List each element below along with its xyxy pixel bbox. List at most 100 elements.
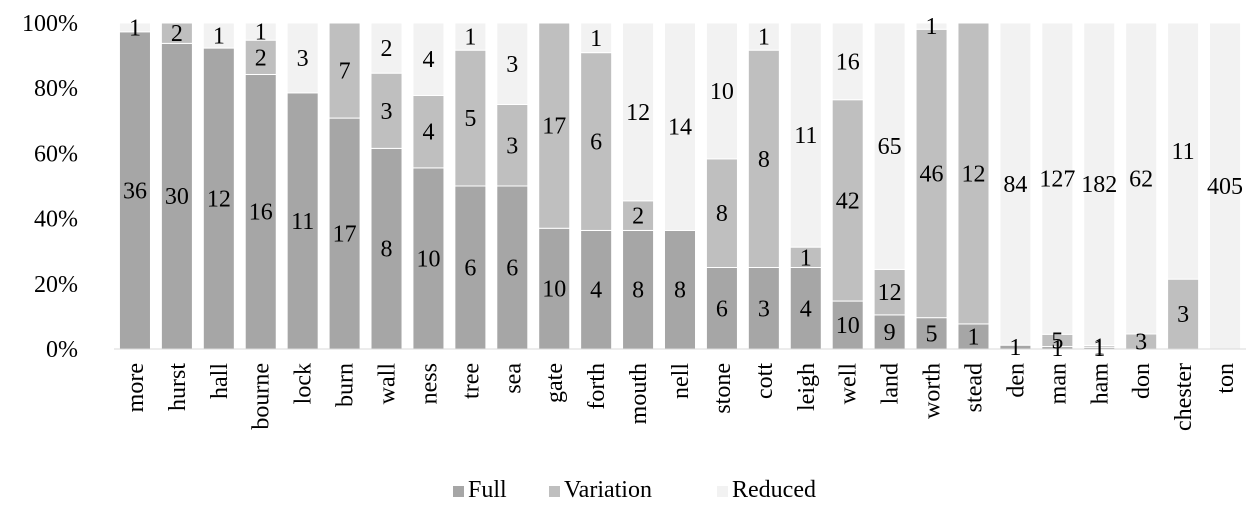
bar-segment-reduced-tree — [454, 22, 487, 51]
bar-segment-reduced-nell — [663, 22, 697, 231]
data-label-reduced-bourne: 1 — [255, 20, 267, 46]
data-label-reduced-sea: 3 — [506, 52, 518, 78]
data-label-variation-hurst: 2 — [171, 21, 183, 47]
bar-segment-full-more — [118, 31, 151, 350]
x-tick-label-cott: cott — [752, 363, 778, 399]
data-label-reduced-mouth: 12 — [626, 100, 650, 126]
data-label-reduced-lock: 3 — [297, 46, 309, 72]
bar-segment-reduced-ness — [412, 22, 445, 96]
data-label-variation-man: 5 — [1051, 328, 1063, 354]
bar-segment-variation-mouth — [622, 200, 655, 231]
data-label-reduced-ton: 405 — [1207, 174, 1243, 200]
data-label-full-lock: 11 — [291, 209, 314, 235]
data-label-full-wall: 8 — [381, 237, 393, 263]
data-label-variation-sea: 3 — [506, 133, 518, 159]
bar-segment-reduced-cott — [747, 22, 780, 51]
bar-segment-variation-forth — [580, 52, 613, 231]
data-label-full-stone: 6 — [716, 296, 728, 322]
bar-segment-full-tree — [454, 185, 487, 350]
bar-segment-full-well — [831, 300, 864, 350]
data-label-variation-cott: 8 — [758, 147, 770, 173]
bar-segment-reduced-stone — [705, 22, 738, 160]
data-label-variation-well: 42 — [836, 188, 860, 214]
data-label-reduced-man: 127 — [1039, 167, 1075, 193]
x-axis: more hurst hall bourne lock burn wall ness tree s… — [123, 363, 1239, 431]
data-label-full-leigh: 4 — [800, 296, 812, 322]
bars — [118, 22, 1242, 350]
data-label-full-nell: 8 — [674, 278, 686, 304]
data-label-reduced-worth: 1 — [926, 14, 938, 40]
bar-segment-reduced-ton — [1209, 22, 1242, 350]
data-label-full-cott: 3 — [758, 296, 770, 322]
y-tick-label: 80% — [34, 76, 78, 102]
bar-segment-full-mouth — [622, 229, 655, 350]
y-tick-label: 60% — [34, 141, 78, 167]
data-label-reduced-well: 16 — [836, 49, 860, 75]
x-tick-label-chester: chester — [1171, 363, 1197, 431]
x-tick-label-ton: ton — [1213, 363, 1239, 394]
bar-segment-reduced-chester — [1167, 22, 1200, 280]
bar-segment-full-stone — [705, 267, 738, 350]
x-tick-label-more: more — [123, 363, 149, 412]
bar-segment-reduced-worth — [915, 22, 948, 30]
data-label-full-mouth: 8 — [632, 278, 644, 304]
data-label-full-worth: 5 — [926, 321, 938, 347]
bar-segment-full-land — [873, 314, 906, 350]
data-label-variation-forth: 6 — [590, 130, 602, 156]
x-tick-label-bourne: bourne — [249, 363, 275, 430]
bar-segment-variation-burn — [328, 22, 361, 119]
y-tick-label: 100% — [22, 11, 78, 37]
x-tick-label-worth: worth — [920, 363, 946, 419]
data-label-full-land: 9 — [884, 320, 896, 346]
data-label-variation-burn: 7 — [339, 59, 351, 85]
data-label-variation-worth: 46 — [920, 161, 944, 187]
x-tick-label-burn: burn — [333, 363, 359, 407]
x-tick-label-stead: stead — [961, 363, 987, 412]
bar-segment-reduced-mouth — [622, 22, 655, 202]
data-label-variation-chester: 3 — [1177, 302, 1189, 328]
legend-label-variation: Variation — [564, 477, 652, 503]
data-label-full-bourne: 16 — [249, 200, 273, 226]
data-label-full-man: 1 — [1051, 336, 1063, 362]
bar-segment-variation-wall — [370, 72, 403, 149]
data-label-variation-mouth: 2 — [632, 204, 644, 230]
data-label-full-well: 10 — [836, 313, 860, 339]
bar-segment-full-gate — [538, 227, 571, 350]
x-tick-label-lock: lock — [291, 363, 317, 404]
x-tick-label-tree: tree — [458, 363, 484, 399]
x-tick-label-hurst: hurst — [165, 363, 191, 411]
data-label-full-more: 36 — [123, 178, 147, 204]
data-label-variation-don: 3 — [1135, 329, 1147, 355]
legend-label-reduced: Reduced — [732, 477, 816, 503]
bar-segment-reduced-well — [831, 22, 864, 101]
data-label-variation-wall: 3 — [381, 99, 393, 125]
data-label-variation-leigh: 1 — [800, 245, 812, 271]
bar-segment-full-wall — [370, 147, 403, 350]
data-label-full-tree: 6 — [464, 256, 476, 282]
bar-segment-reduced-forth — [580, 22, 613, 54]
bar-segment-reduced-don — [1125, 22, 1158, 335]
data-label-reduced-land: 65 — [878, 134, 902, 160]
x-tick-label-stone: stone — [710, 363, 736, 414]
bar-segment-reduced-leigh — [789, 22, 822, 248]
bar-segment-reduced-den — [999, 22, 1032, 346]
legend: Full Variation Reduced — [453, 477, 816, 503]
x-tick-label-hall: hall — [207, 363, 233, 399]
bar-segment-reduced-more — [118, 22, 151, 33]
data-label-variation-ham: 1 — [1093, 334, 1105, 360]
x-tick-label-gate: gate — [542, 363, 568, 403]
bar-segment-reduced-man — [1041, 22, 1074, 335]
data-label-reduced-tree: 1 — [464, 25, 476, 51]
data-label-reduced-forth: 1 — [590, 26, 602, 52]
x-tick-label-den: den — [1003, 363, 1029, 398]
data-label-reduced-hall: 1 — [213, 24, 225, 50]
data-label-variation-stead: 12 — [961, 161, 985, 187]
x-tick-label-nell: nell — [668, 363, 694, 399]
x-tick-label-wall: wall — [375, 363, 401, 405]
legend-swatch-variation — [549, 486, 560, 497]
data-label-variation-bourne: 2 — [255, 45, 267, 71]
data-label-reduced-wall: 2 — [381, 36, 393, 62]
legend-swatch-reduced — [717, 486, 728, 497]
x-tick-label-leigh: leigh — [794, 363, 820, 411]
